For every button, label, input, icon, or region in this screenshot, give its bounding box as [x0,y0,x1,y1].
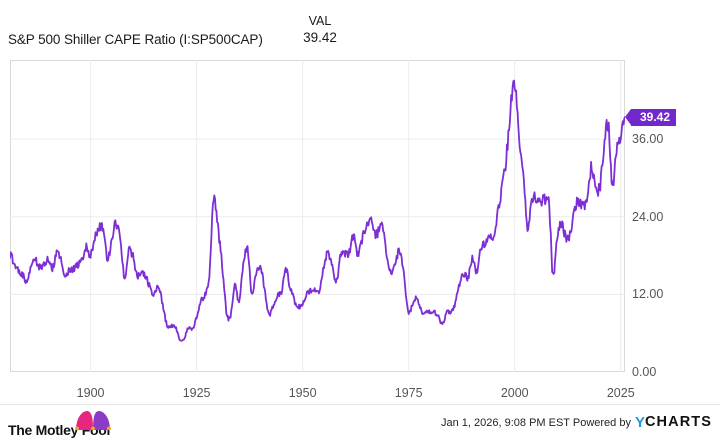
chart-header: S&P 500 Shiller CAPE Ratio (I:SP500CAP) … [0,0,720,56]
ycharts-wordmark: CHARTS [644,414,712,430]
motley-fool-logo[interactable]: The Motley Fool [8,409,128,439]
plot-area[interactable] [10,60,625,372]
value-column-header: VAL [308,14,332,28]
vertical-gridlines [90,60,622,372]
y-axis-labels: 0.00 12.00 24.00 36.00 [632,60,702,380]
x-axis-tick-label: 1925 [182,386,211,400]
x-axis-tick-label: 2000 [500,386,529,400]
chart-footer: The Motley Fool Jan 1, 2026, 9:08 PM EST… [0,404,720,442]
ycharts-y-icon: Y [634,414,645,431]
series-line-cape-ratio [10,79,625,342]
last-value-badge-label: 39.42 [640,109,671,124]
line-chart-canvas [10,60,625,372]
y-axis-tick-label: 24.00 [632,209,664,224]
x-axis-tick-label: 2025 [606,386,635,400]
chart-credit: Jan 1, 2026, 9:08 PM EST Powered by Y CH… [441,414,712,431]
plot-frame [10,60,625,372]
y-axis-tick-label: 12.00 [632,287,664,302]
y-axis-tick-label: 36.00 [632,132,664,147]
y-axis-tick-label: 0.00 [632,365,657,379]
gridlines [10,138,625,295]
jester-hat-icon [75,411,111,430]
x-axis-tick-label: 1950 [288,386,317,400]
last-value-badge: 39.42 [625,108,677,126]
current-value: 39.42 [303,30,337,45]
series-title: S&P 500 Shiller CAPE Ratio (I:SP500CAP) [8,32,263,47]
x-axis-tick-label: 1975 [394,386,423,400]
ycharts-logo[interactable]: Y CHARTS [634,414,712,431]
value-column: VAL 39.42 [283,13,357,46]
x-axis-tick-label: 1900 [76,386,105,400]
badge-arrow-icon [625,108,631,125]
x-axis-labels: 1900 1925 1950 1975 2000 2025 [0,386,720,404]
credit-timestamp-text: Jan 1, 2026, 9:08 PM EST Powered by [441,416,631,429]
